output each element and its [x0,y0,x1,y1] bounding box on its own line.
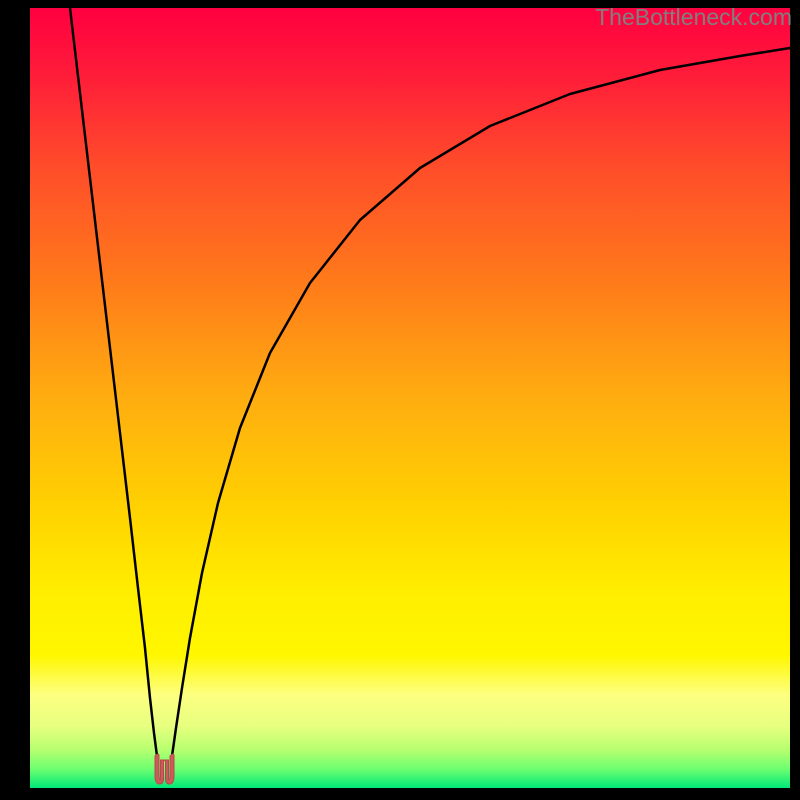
curve-segment [70,8,157,756]
watermark-text: TheBottleneck.com [595,4,792,31]
dip-marker [155,754,174,784]
plot-area [30,8,790,788]
chart-container: TheBottleneck.com [0,0,800,800]
curve-layer [30,8,790,788]
curve-segment [172,48,790,756]
